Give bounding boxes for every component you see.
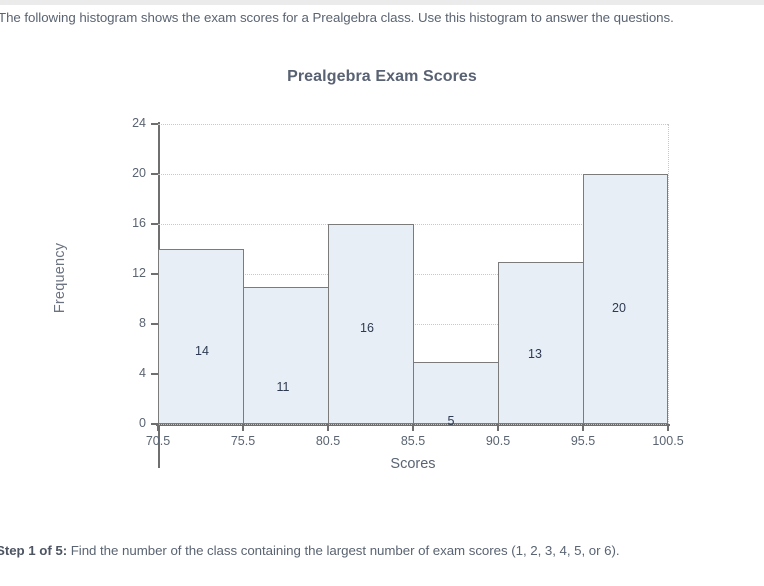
y-tick-mark (151, 173, 158, 175)
bar-value-label: 13 (528, 347, 542, 361)
histogram-bar (328, 224, 414, 424)
step-label: Step 1 of 5: (0, 543, 68, 558)
y-tick-mark (151, 223, 158, 225)
y-tick-label: 8 (139, 316, 146, 330)
y-tick-label: 20 (132, 166, 146, 180)
chart-title: Prealgebra Exam Scores (287, 68, 477, 85)
x-tick-label: 70.5 (145, 434, 171, 448)
y-tick-label: 16 (132, 216, 146, 230)
x-tick-label: 75.5 (230, 434, 256, 448)
histogram-figure: Prealgebra Exam Scores Frequency Scores … (0, 42, 764, 492)
y-tick-label: 12 (132, 266, 146, 280)
x-tick-mark (497, 424, 499, 431)
y-tick-mark (151, 123, 158, 125)
y-tick-mark (151, 323, 158, 325)
x-tick-mark (157, 424, 159, 431)
prompt-text: The following histogram shows the exam s… (0, 10, 674, 25)
x-tick-label: 100.5 (652, 434, 684, 448)
y-tick-label: 0 (139, 416, 146, 430)
x-tick-mark (327, 424, 329, 431)
step-question-text: Find the number of the class containing … (67, 543, 620, 558)
x-tick-mark (582, 424, 584, 431)
step-question: Step 1 of 5: Find the number of the clas… (0, 543, 764, 558)
gridline-x-100-5 (668, 124, 669, 424)
gridline-y-20 (158, 174, 668, 175)
bar-value-label: 16 (360, 321, 374, 335)
y-tick-label: 24 (132, 116, 146, 130)
x-tick-label: 80.5 (315, 434, 341, 448)
bar-value-label: 14 (195, 344, 209, 358)
histogram-bar (413, 361, 499, 424)
x-axis-title: Scores (390, 456, 436, 472)
histogram-bar (158, 249, 244, 424)
bar-value-label: 20 (612, 301, 626, 315)
top-divider-strip (0, 0, 764, 5)
histogram-bar (243, 286, 329, 424)
x-tick-label: 85.5 (400, 434, 426, 448)
histogram-bar (583, 174, 668, 424)
x-tick-mark (412, 424, 414, 431)
plot-area: 14 11 16 5 13 20 (158, 124, 669, 428)
bar-value-label: 5 (447, 414, 455, 428)
x-tick-label: 90.5 (485, 434, 511, 448)
y-tick-mark (151, 373, 158, 375)
gridline-y-24 (158, 124, 668, 125)
x-tick-label: 95.5 (570, 434, 596, 448)
bar-value-label: 11 (276, 380, 290, 394)
x-tick-mark (667, 424, 669, 431)
y-tick-label: 4 (139, 366, 146, 380)
y-tick-mark (151, 423, 158, 425)
x-tick-mark (242, 424, 244, 431)
y-tick-mark (151, 273, 158, 275)
histogram-bar (498, 261, 584, 424)
y-axis-title: Frequency (52, 242, 68, 314)
